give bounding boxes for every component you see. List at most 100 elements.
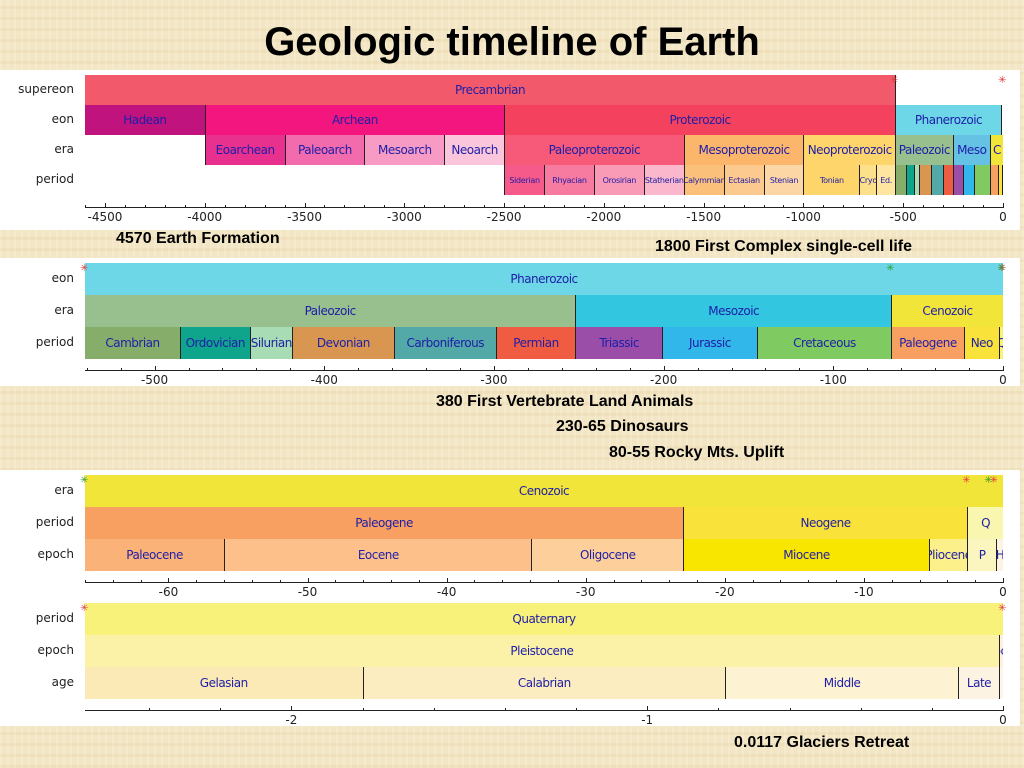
axis-minor-tick xyxy=(104,205,106,208)
row-label-epoch: epoch xyxy=(37,643,74,657)
axis-minor-tick xyxy=(860,708,862,711)
axis-tick-label: -4500 xyxy=(87,210,123,224)
axis-minor-tick xyxy=(643,205,645,208)
axis-minor-tick xyxy=(683,205,685,208)
row-label-supereon: supereon xyxy=(18,82,74,96)
segment-carboniferous: Carboniferous xyxy=(393,327,496,359)
segment-paleogene: Paleogene xyxy=(891,327,964,359)
axis-tick-label: -40 xyxy=(436,585,457,598)
segment-blank xyxy=(974,165,990,195)
axis-minor-tick xyxy=(803,205,805,208)
axis-tick-label: -200 xyxy=(650,373,678,386)
axis-tick-label: 0 xyxy=(999,585,1007,598)
axis-minor-tick xyxy=(149,708,151,711)
axis-minor-tick xyxy=(433,708,435,711)
segment-blank xyxy=(914,165,920,195)
segment-h: H xyxy=(996,539,1003,571)
segment-tonian: Tonian xyxy=(803,165,860,195)
axis-minor-tick xyxy=(264,205,266,208)
segment-silurian: Silurian xyxy=(249,327,292,359)
axis-minor-tick xyxy=(124,205,126,208)
segment-paleoproterozoic: Paleoproterozoic xyxy=(504,135,684,165)
axis-minor-tick xyxy=(144,205,146,208)
axis-minor-tick xyxy=(120,368,122,371)
axis-minor-tick xyxy=(474,580,476,583)
row-label-period: period xyxy=(35,335,74,349)
segment-precambrian: Precambrian xyxy=(85,75,896,105)
axis-minor-tick xyxy=(168,580,170,583)
segment-cenozoic: Cenozoic xyxy=(85,475,1003,507)
segment-blank xyxy=(952,165,963,195)
axis-minor-tick xyxy=(527,368,529,371)
segment-proterozoic: Proterozoic xyxy=(504,105,896,135)
axis-tick-label: -100 xyxy=(819,373,847,386)
axis-minor-tick xyxy=(358,368,360,371)
segment-mesoproterozoic: Mesoproterozoic xyxy=(683,135,804,165)
axis-minor-tick xyxy=(446,580,448,583)
axis-minor-tick xyxy=(324,368,326,371)
row-label-era: era xyxy=(54,142,74,156)
axis-minor-tick xyxy=(291,708,293,711)
row-label-age: age xyxy=(51,675,74,689)
axis-tick-label: -30 xyxy=(575,585,596,598)
time-axis xyxy=(85,370,1003,371)
axis-minor-tick xyxy=(833,368,835,371)
segment-blank xyxy=(895,165,907,195)
axis-minor-tick xyxy=(204,205,206,208)
segment-p: P xyxy=(967,539,997,571)
note-glaciers-retreat: 0.0117 Glaciers Retreat xyxy=(734,734,910,751)
axis-minor-tick xyxy=(919,580,921,583)
axis-minor-tick xyxy=(641,580,643,583)
segment-neoarch: Neoarch xyxy=(444,135,505,165)
red-star-marker-icon: ✳ xyxy=(80,603,89,614)
axis-minor-tick xyxy=(603,205,605,208)
segment-permian: Permian xyxy=(495,327,576,359)
axis-minor-tick xyxy=(484,205,486,208)
segment-cenozoic: Cenozoic xyxy=(891,295,1003,327)
axis-minor-tick xyxy=(557,580,559,583)
axis-minor-tick xyxy=(883,205,885,208)
timeline-panel-full: supereon Precambrian eon Hadean Archean Prote… xyxy=(0,70,1020,230)
axis-minor-tick xyxy=(304,205,306,208)
axis-minor-tick xyxy=(324,205,326,208)
axis-minor-tick xyxy=(923,205,925,208)
axis-minor-tick xyxy=(863,580,865,583)
axis-minor-tick xyxy=(583,205,585,208)
axis-minor-tick xyxy=(780,580,782,583)
axis-minor-tick xyxy=(1003,368,1004,371)
segment-orosirian: Orosirian xyxy=(593,165,644,195)
axis-minor-tick xyxy=(222,368,224,371)
axis-minor-tick xyxy=(969,368,971,371)
axis-minor-tick xyxy=(544,205,545,208)
axis-minor-tick xyxy=(891,580,893,583)
segment-phanerozoic: Phanerozoic xyxy=(895,105,1001,135)
axis-minor-tick xyxy=(697,368,699,371)
segment-neo: Neo xyxy=(963,327,999,359)
segment-cambrian: Cambrian xyxy=(85,327,181,359)
segment-mesoarch: Mesoarch xyxy=(364,135,445,165)
page-title: Geologic timeline of Earth xyxy=(264,20,760,64)
segment-blank xyxy=(943,165,953,195)
segment-blank xyxy=(1001,105,1003,135)
segment-hadean: Hadean xyxy=(85,105,205,135)
segment-statherian: Statherian xyxy=(643,165,684,195)
axis-minor-tick xyxy=(391,580,392,583)
axis-minor-tick xyxy=(718,708,720,711)
axis-minor-tick xyxy=(464,205,466,208)
axis-minor-tick xyxy=(392,368,394,371)
axis-minor-tick xyxy=(364,205,366,208)
segment-eoarchean: Eoarchean xyxy=(204,135,285,165)
segment-cretaceous: Cretaceous xyxy=(756,327,891,359)
time-axis xyxy=(85,710,1003,711)
green-star-marker-icon: ✳ xyxy=(80,475,89,486)
axis-tick-label: 0 xyxy=(999,713,1007,726)
segment-pliocene: Pliocene xyxy=(928,539,968,571)
axis-minor-tick xyxy=(444,205,446,208)
segment-paleogene: Paleogene xyxy=(85,507,684,539)
axis-minor-tick xyxy=(765,368,767,371)
axis-minor-tick xyxy=(524,205,526,208)
axis-tick-label: -1000 xyxy=(785,210,821,224)
segment-cryo: Cryo xyxy=(859,165,877,195)
segment-blank xyxy=(85,165,505,195)
axis-minor-tick xyxy=(975,580,977,583)
